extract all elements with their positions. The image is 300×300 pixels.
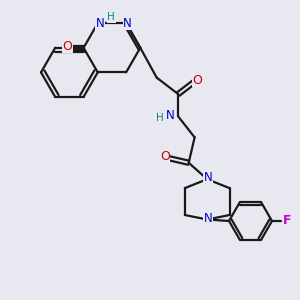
Text: N: N [166,109,174,122]
Text: O: O [160,150,170,163]
Text: H: H [107,12,115,22]
Text: N: N [203,212,212,225]
Text: O: O [193,74,202,86]
Text: N: N [96,17,104,30]
Text: N: N [203,172,212,184]
Text: O: O [62,40,72,53]
Text: F: F [283,214,292,227]
Text: H: H [156,113,164,123]
Text: N: N [123,17,132,30]
